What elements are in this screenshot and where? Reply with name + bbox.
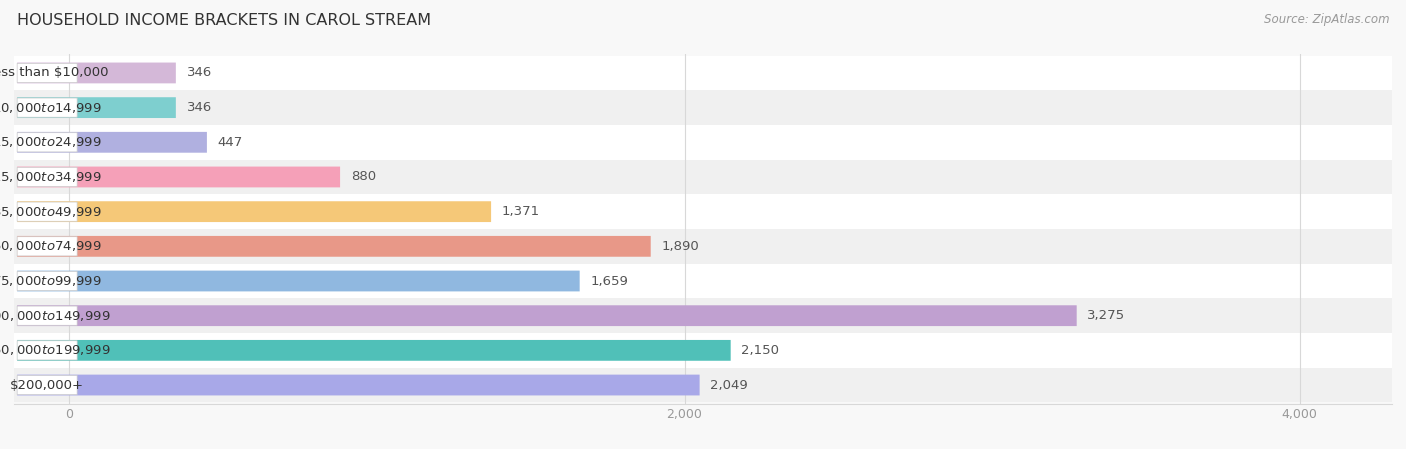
FancyBboxPatch shape [17, 236, 651, 257]
FancyBboxPatch shape [17, 132, 207, 153]
Bar [14, 333, 1392, 368]
FancyBboxPatch shape [17, 374, 700, 396]
Text: $100,000 to $149,999: $100,000 to $149,999 [0, 308, 111, 323]
Text: 2,150: 2,150 [741, 344, 779, 357]
Text: $25,000 to $34,999: $25,000 to $34,999 [0, 170, 103, 184]
Bar [14, 90, 1392, 125]
Text: $75,000 to $99,999: $75,000 to $99,999 [0, 274, 103, 288]
Text: $50,000 to $74,999: $50,000 to $74,999 [0, 239, 103, 253]
FancyBboxPatch shape [17, 97, 176, 118]
Text: $200,000+: $200,000+ [10, 379, 84, 392]
Text: Less than $10,000: Less than $10,000 [0, 66, 108, 79]
Text: 447: 447 [218, 136, 243, 149]
Text: 1,659: 1,659 [591, 274, 628, 287]
Text: $15,000 to $24,999: $15,000 to $24,999 [0, 135, 103, 150]
FancyBboxPatch shape [17, 201, 491, 222]
Bar [14, 56, 1392, 90]
FancyBboxPatch shape [17, 167, 77, 187]
Text: 346: 346 [187, 101, 212, 114]
FancyBboxPatch shape [17, 305, 1077, 326]
FancyBboxPatch shape [17, 237, 77, 256]
Bar [14, 264, 1392, 298]
FancyBboxPatch shape [17, 133, 77, 152]
FancyBboxPatch shape [17, 98, 77, 117]
FancyBboxPatch shape [17, 202, 77, 221]
FancyBboxPatch shape [17, 375, 77, 395]
FancyBboxPatch shape [17, 63, 77, 83]
FancyBboxPatch shape [17, 62, 176, 84]
Text: 2,049: 2,049 [710, 379, 748, 392]
Text: 3,275: 3,275 [1087, 309, 1126, 322]
Text: 1,371: 1,371 [502, 205, 540, 218]
Bar [14, 368, 1392, 402]
Text: HOUSEHOLD INCOME BRACKETS IN CAROL STREAM: HOUSEHOLD INCOME BRACKETS IN CAROL STREA… [17, 13, 432, 28]
Text: $10,000 to $14,999: $10,000 to $14,999 [0, 101, 103, 114]
FancyBboxPatch shape [17, 306, 77, 325]
Bar [14, 160, 1392, 194]
FancyBboxPatch shape [17, 167, 340, 187]
Bar [14, 125, 1392, 160]
Text: 346: 346 [187, 66, 212, 79]
FancyBboxPatch shape [17, 271, 579, 291]
Bar [14, 298, 1392, 333]
Text: 880: 880 [352, 171, 375, 184]
Text: Source: ZipAtlas.com: Source: ZipAtlas.com [1264, 13, 1389, 26]
Text: 1,890: 1,890 [661, 240, 699, 253]
Text: $35,000 to $49,999: $35,000 to $49,999 [0, 205, 103, 219]
FancyBboxPatch shape [17, 271, 77, 291]
Bar [14, 229, 1392, 264]
FancyBboxPatch shape [17, 340, 731, 361]
Text: $150,000 to $199,999: $150,000 to $199,999 [0, 343, 111, 357]
Bar [14, 194, 1392, 229]
FancyBboxPatch shape [17, 341, 77, 360]
